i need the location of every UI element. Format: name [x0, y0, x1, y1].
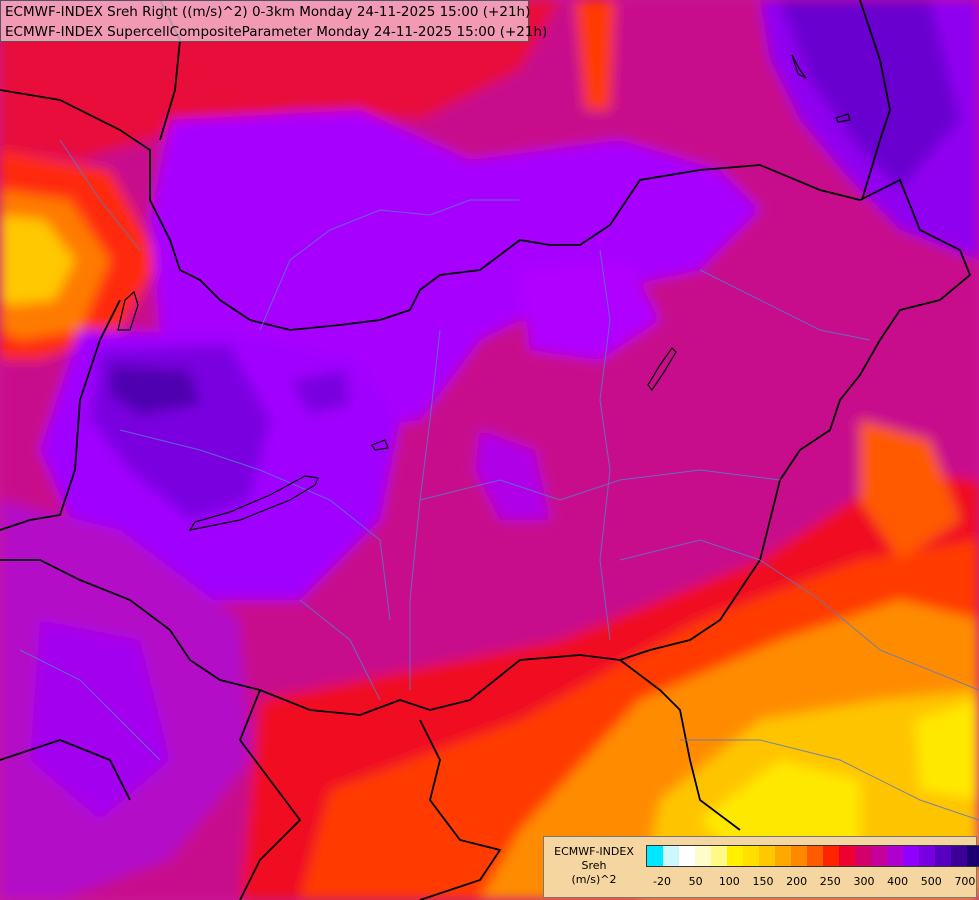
legend-swatch	[871, 846, 887, 866]
legend-swatch	[903, 846, 919, 866]
legend-tick-label: 50	[688, 875, 703, 888]
legend-swatch	[887, 846, 903, 866]
legend-tick-label: 700	[954, 875, 976, 888]
title-line-2: ECMWF-INDEX SupercellCompositeParameter …	[5, 24, 548, 40]
lakes	[117, 54, 851, 531]
legend-swatch	[935, 846, 951, 866]
legend-tick-label: 400	[887, 875, 909, 888]
legend-tick-label: 200	[786, 875, 808, 888]
legend-swatch	[919, 846, 935, 866]
legend-swatch	[775, 846, 791, 866]
legend-title-parameter: Sreh	[581, 859, 607, 872]
map-title-box: ECMWF-INDEX Sreh Right ((m/s)^2) 0-3km M…	[0, 0, 548, 42]
legend-swatch	[743, 846, 759, 866]
legend-title-source: ECMWF-INDEX	[554, 845, 634, 858]
title-line-1: ECMWF-INDEX Sreh Right ((m/s)^2) 0-3km M…	[5, 4, 531, 20]
legend-color-scale	[646, 845, 979, 867]
color-legend: ECMWF-INDEX Sreh (m/s)^2 -20 50 100 150 200 2…	[543, 836, 979, 898]
legend-tick-label: 100	[718, 875, 740, 888]
legend-title: ECMWF-INDEX Sreh (m/s)^2	[548, 845, 640, 887]
legend-tick-label: 150	[752, 875, 774, 888]
legend-swatch	[855, 846, 871, 866]
legend-swatch	[679, 846, 695, 866]
legend-tick-label: 250	[819, 875, 841, 888]
legend-swatch	[839, 846, 855, 866]
legend-swatch	[663, 846, 679, 866]
legend-swatch	[823, 846, 839, 866]
legend-swatch	[791, 846, 807, 866]
legend-tick-label: 500	[920, 875, 942, 888]
legend-swatch	[695, 846, 711, 866]
legend-swatch	[727, 846, 743, 866]
legend-title-unit: (m/s)^2	[571, 873, 617, 886]
legend-tick-label: 300	[853, 875, 875, 888]
legend-swatch	[647, 846, 663, 866]
legend-swatch	[711, 846, 727, 866]
legend-swatch	[951, 846, 967, 866]
legend-swatch	[967, 846, 979, 866]
legend-swatch	[807, 846, 823, 866]
legend-swatch	[759, 846, 775, 866]
legend-tick-label: -20	[653, 875, 671, 888]
region-borders	[19, 139, 979, 821]
legend-tick-labels: -20 50 100 150 200 250 300 400 500 700	[646, 875, 976, 891]
